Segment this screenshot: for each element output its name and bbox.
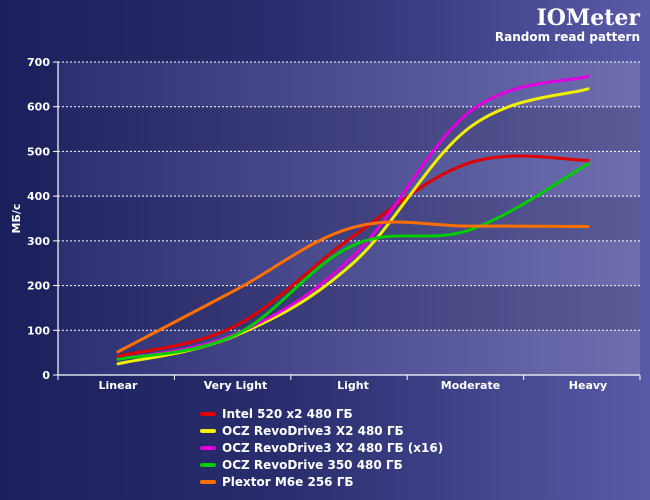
legend-swatch — [200, 462, 216, 467]
series-line-4 — [116, 162, 590, 361]
legend-item: OCZ RevoDrive 350 480 ГБ — [200, 456, 443, 473]
series-line-1 — [116, 154, 590, 358]
y-tick-label: 200 — [27, 280, 50, 293]
y-axis-label: МБ/с — [10, 204, 23, 234]
x-tick-label: Light — [337, 379, 369, 392]
plot-band — [58, 196, 640, 241]
x-tick-label: Linear — [99, 379, 138, 392]
x-tick-label: Heavy — [569, 379, 607, 392]
legend-swatch — [200, 411, 216, 416]
legend-swatch — [200, 479, 216, 484]
y-tick-label: 0 — [42, 369, 50, 382]
y-tick-label: 600 — [27, 101, 50, 114]
plot-band — [58, 106, 640, 152]
legend-item: Plextor M6e 256 ГБ — [200, 473, 443, 490]
legend-item: OCZ RevoDrive3 X2 480 ГБ (x16) — [200, 439, 443, 456]
series-line-3 — [116, 74, 590, 361]
chart-subtitle: Random read pattern — [494, 30, 640, 44]
x-tick-label: Moderate — [441, 379, 500, 392]
chart-title-block: IOMeter Random read pattern — [495, 6, 640, 44]
legend-swatch — [200, 445, 216, 450]
legend-item: OCZ RevoDrive3 X2 480 ГБ — [200, 422, 443, 439]
y-tick-label: 300 — [27, 235, 50, 248]
series-line-5 — [116, 220, 590, 354]
plot-band — [58, 285, 640, 331]
legend-item: Intel 520 x2 480 ГБ — [200, 405, 443, 422]
legend-label: Plextor M6e 256 ГБ — [222, 474, 354, 489]
y-tick-label: 700 — [27, 56, 50, 69]
x-tick-label: Very Light — [204, 379, 268, 392]
legend-label: OCZ RevoDrive 350 480 ГБ — [222, 457, 403, 472]
legend-label: OCZ RevoDrive3 X2 480 ГБ (x16) — [222, 440, 444, 455]
y-tick-label: 400 — [27, 190, 50, 203]
chart-title: IOMeter — [536, 5, 640, 31]
legend-label: Intel 520 x2 480 ГБ — [222, 406, 353, 421]
legend-swatch — [200, 428, 216, 433]
y-tick-label: 500 — [27, 145, 50, 158]
y-tick-label: 100 — [27, 324, 50, 337]
chart-legend: Intel 520 x2 480 ГБ OCZ RevoDrive3 X2 480… — [200, 405, 443, 490]
plot-area — [58, 62, 640, 375]
legend-label: OCZ RevoDrive3 X2 480 ГБ — [222, 423, 404, 438]
